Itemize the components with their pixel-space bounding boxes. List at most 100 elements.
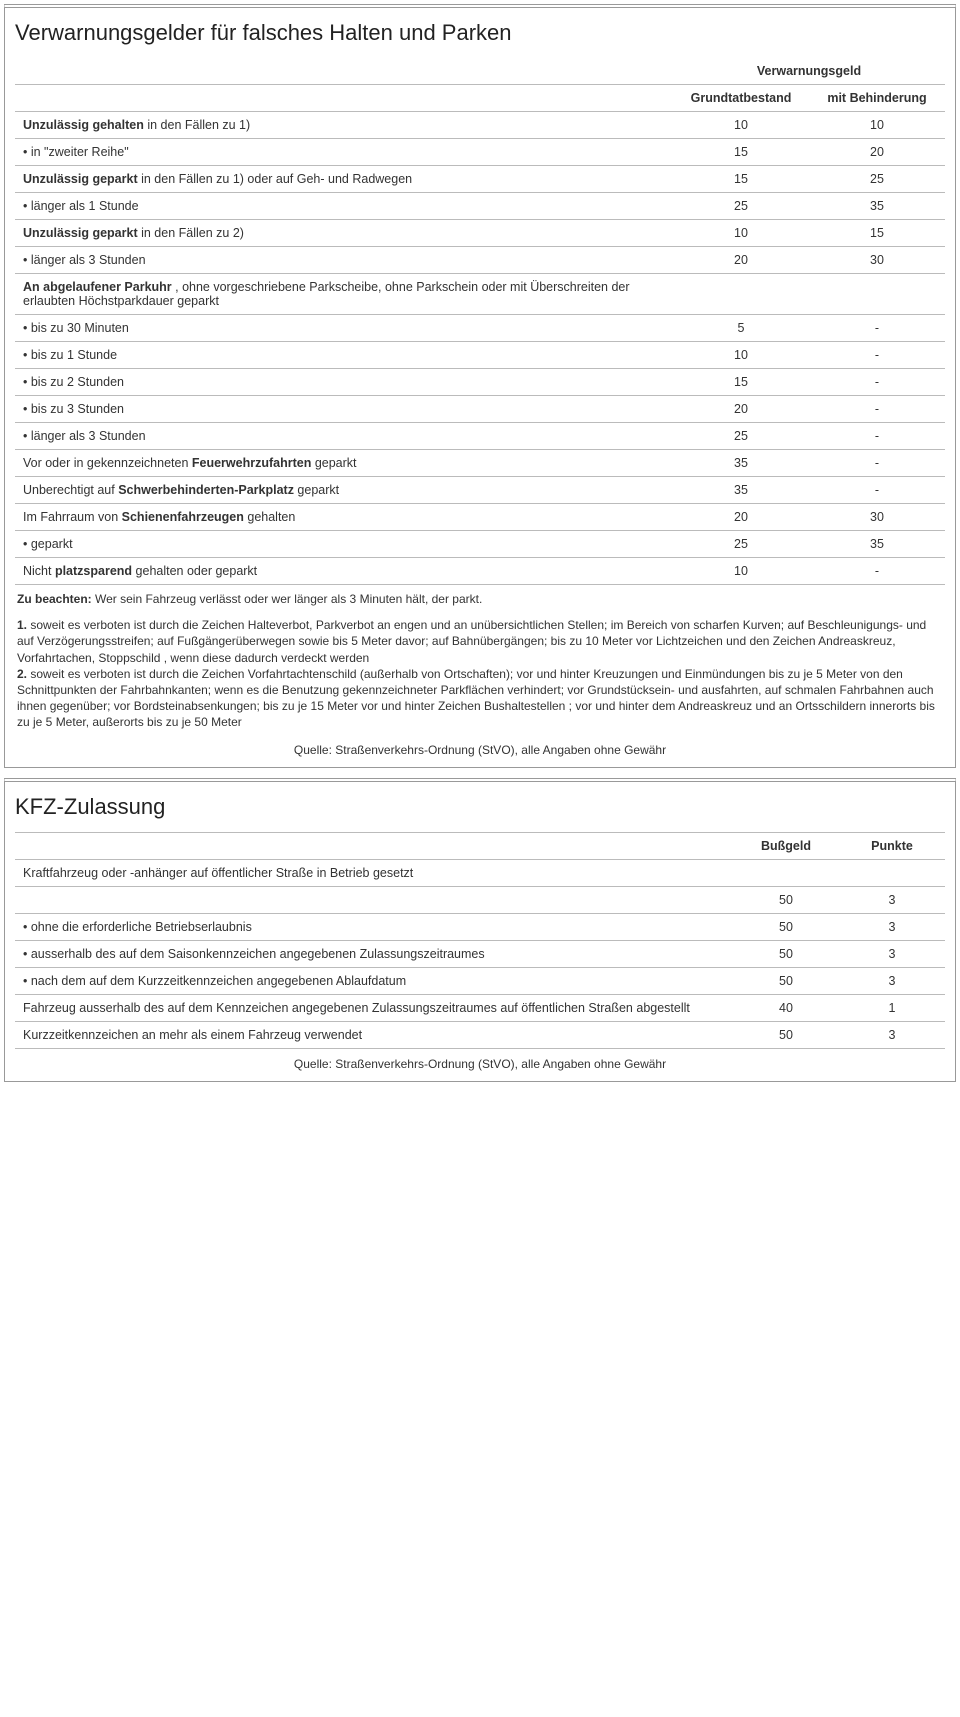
row-label: Unzulässig geparkt in den Fällen zu 2) (15, 220, 673, 247)
row-value-grundtatbestand: 10 (673, 220, 809, 247)
row-label: • bis zu 2 Stunden (15, 369, 673, 396)
row-label: Vor oder in gekennzeichneten Feuerwehrzu… (15, 450, 673, 477)
row-value-behinderung: 30 (809, 247, 945, 274)
row-value-grundtatbestand: 15 (673, 369, 809, 396)
table-row: • bis zu 1 Stunde10- (15, 342, 945, 369)
row-value-punkte: 3 (839, 1021, 945, 1048)
row-label: Kurzzeitkennzeichen an mehr als einem Fa… (15, 1021, 733, 1048)
row-value-grundtatbestand: 10 (673, 342, 809, 369)
row-value-bussgeld (733, 859, 839, 886)
table-row: Kraftfahrzeug oder -anhänger auf öffentl… (15, 859, 945, 886)
table-row: • länger als 1 Stunde2535 (15, 193, 945, 220)
row-value-grundtatbestand: 10 (673, 558, 809, 585)
row-value-behinderung: - (809, 423, 945, 450)
row-label: • länger als 1 Stunde (15, 193, 673, 220)
row-label: • ausserhalb des auf dem Saisonkennzeich… (15, 940, 733, 967)
footnotes: Zu beachten: Wer sein Fahrzeug verlässt … (15, 585, 945, 735)
row-label: • geparkt (15, 531, 673, 558)
table-row: • länger als 3 Stunden25- (15, 423, 945, 450)
row-value-bussgeld: 50 (733, 1021, 839, 1048)
row-value-grundtatbestand: 25 (673, 193, 809, 220)
row-value-punkte: 1 (839, 994, 945, 1021)
row-label: • länger als 3 Stunden (15, 247, 673, 274)
table-row: An abgelaufener Parkuhr , ohne vorgeschr… (15, 274, 945, 315)
row-value-grundtatbestand: 15 (673, 139, 809, 166)
source-line-1: Quelle: Straßenverkehrs-Ordnung (StVO), … (15, 735, 945, 761)
table-row: • ohne die erforderliche Betriebserlaubn… (15, 913, 945, 940)
row-label: • bis zu 30 Minuten (15, 315, 673, 342)
table-row: Unzulässig geparkt in den Fällen zu 2)10… (15, 220, 945, 247)
col1-header: Grundtatbestand (673, 85, 809, 112)
row-value-bussgeld: 50 (733, 940, 839, 967)
table-row: • bis zu 2 Stunden15- (15, 369, 945, 396)
note-zu-beachten: Zu beachten: Wer sein Fahrzeug verlässt … (17, 591, 943, 607)
empty-header3 (15, 832, 733, 859)
table-row: Unzulässig gehalten in den Fällen zu 1)1… (15, 112, 945, 139)
row-label: • länger als 3 Stunden (15, 423, 673, 450)
table-row: • bis zu 30 Minuten5- (15, 315, 945, 342)
table-row: • in "zweiter Reihe"1520 (15, 139, 945, 166)
row-value-grundtatbestand: 25 (673, 531, 809, 558)
row-value-behinderung: 35 (809, 193, 945, 220)
row-value-behinderung: - (809, 315, 945, 342)
table-row: Fahrzeug ausserhalb des auf dem Kennzeic… (15, 994, 945, 1021)
section1-title: Verwarnungsgelder für falsches Halten un… (15, 20, 945, 46)
row-value-behinderung: - (809, 369, 945, 396)
col2-header: mit Behinderung (809, 85, 945, 112)
row-value-behinderung: - (809, 558, 945, 585)
row-value-bussgeld: 50 (733, 967, 839, 994)
row-value-grundtatbestand: 20 (673, 396, 809, 423)
row-label: • bis zu 3 Stunden (15, 396, 673, 423)
row-value-bussgeld: 40 (733, 994, 839, 1021)
row-value-behinderung: 15 (809, 220, 945, 247)
row-label: Unzulässig gehalten in den Fällen zu 1) (15, 112, 673, 139)
row-value-behinderung: - (809, 396, 945, 423)
row-label: • nach dem auf dem Kurzzeitkennzeichen a… (15, 967, 733, 994)
row-label: Im Fahrraum von Schienenfahrzeugen gehal… (15, 504, 673, 531)
row-label: Nicht platzsparend gehalten oder geparkt (15, 558, 673, 585)
row-label: Unzulässig geparkt in den Fällen zu 1) o… (15, 166, 673, 193)
table-row: • bis zu 3 Stunden20- (15, 396, 945, 423)
row-value-behinderung (809, 274, 945, 315)
table-row: Unberechtigt auf Schwerbehinderten-Parkp… (15, 477, 945, 504)
row-value-behinderung: 35 (809, 531, 945, 558)
row-value-punkte: 3 (839, 967, 945, 994)
empty-header2 (15, 85, 673, 112)
table-row: • ausserhalb des auf dem Saisonkennzeich… (15, 940, 945, 967)
empty-header (15, 58, 673, 85)
table-row: Unzulässig geparkt in den Fällen zu 1) o… (15, 166, 945, 193)
row-value-grundtatbestand: 10 (673, 112, 809, 139)
row-value-behinderung: - (809, 342, 945, 369)
row-value-bussgeld: 50 (733, 913, 839, 940)
source-line-2: Quelle: Straßenverkehrs-Ordnung (StVO), … (15, 1049, 945, 1075)
section-kfz-zulassung: KFZ-Zulassung Bußgeld Punkte Kraftfahrze… (4, 778, 956, 1082)
table-row: • länger als 3 Stunden2030 (15, 247, 945, 274)
row-value-grundtatbestand: 15 (673, 166, 809, 193)
row-value-grundtatbestand (673, 274, 809, 315)
row-label: Kraftfahrzeug oder -anhänger auf öffentl… (15, 859, 733, 886)
kfz-table: Bußgeld Punkte Kraftfahrzeug oder -anhän… (15, 832, 945, 1049)
row-value-behinderung: - (809, 477, 945, 504)
row-value-behinderung: 20 (809, 139, 945, 166)
row-value-punkte: 3 (839, 886, 945, 913)
table-row: Im Fahrraum von Schienenfahrzeugen gehal… (15, 504, 945, 531)
row-value-grundtatbestand: 5 (673, 315, 809, 342)
row-value-grundtatbestand: 25 (673, 423, 809, 450)
row-value-bussgeld: 50 (733, 886, 839, 913)
section2-title: KFZ-Zulassung (15, 794, 945, 820)
col2-header-kfz: Punkte (839, 832, 945, 859)
section-parking-fines: Verwarnungsgelder für falsches Halten un… (4, 4, 956, 768)
row-label: • ohne die erforderliche Betriebserlaubn… (15, 913, 733, 940)
row-label: • in "zweiter Reihe" (15, 139, 673, 166)
row-value-behinderung: 10 (809, 112, 945, 139)
row-value-grundtatbestand: 20 (673, 247, 809, 274)
row-value-punkte: 3 (839, 940, 945, 967)
row-label: Unberechtigt auf Schwerbehinderten-Parkp… (15, 477, 673, 504)
table-row: Kurzzeitkennzeichen an mehr als einem Fa… (15, 1021, 945, 1048)
row-label: Fahrzeug ausserhalb des auf dem Kennzeic… (15, 994, 733, 1021)
row-value-behinderung: 25 (809, 166, 945, 193)
row-value-grundtatbestand: 35 (673, 450, 809, 477)
row-label: • bis zu 1 Stunde (15, 342, 673, 369)
row-label (15, 886, 733, 913)
row-value-punkte: 3 (839, 913, 945, 940)
